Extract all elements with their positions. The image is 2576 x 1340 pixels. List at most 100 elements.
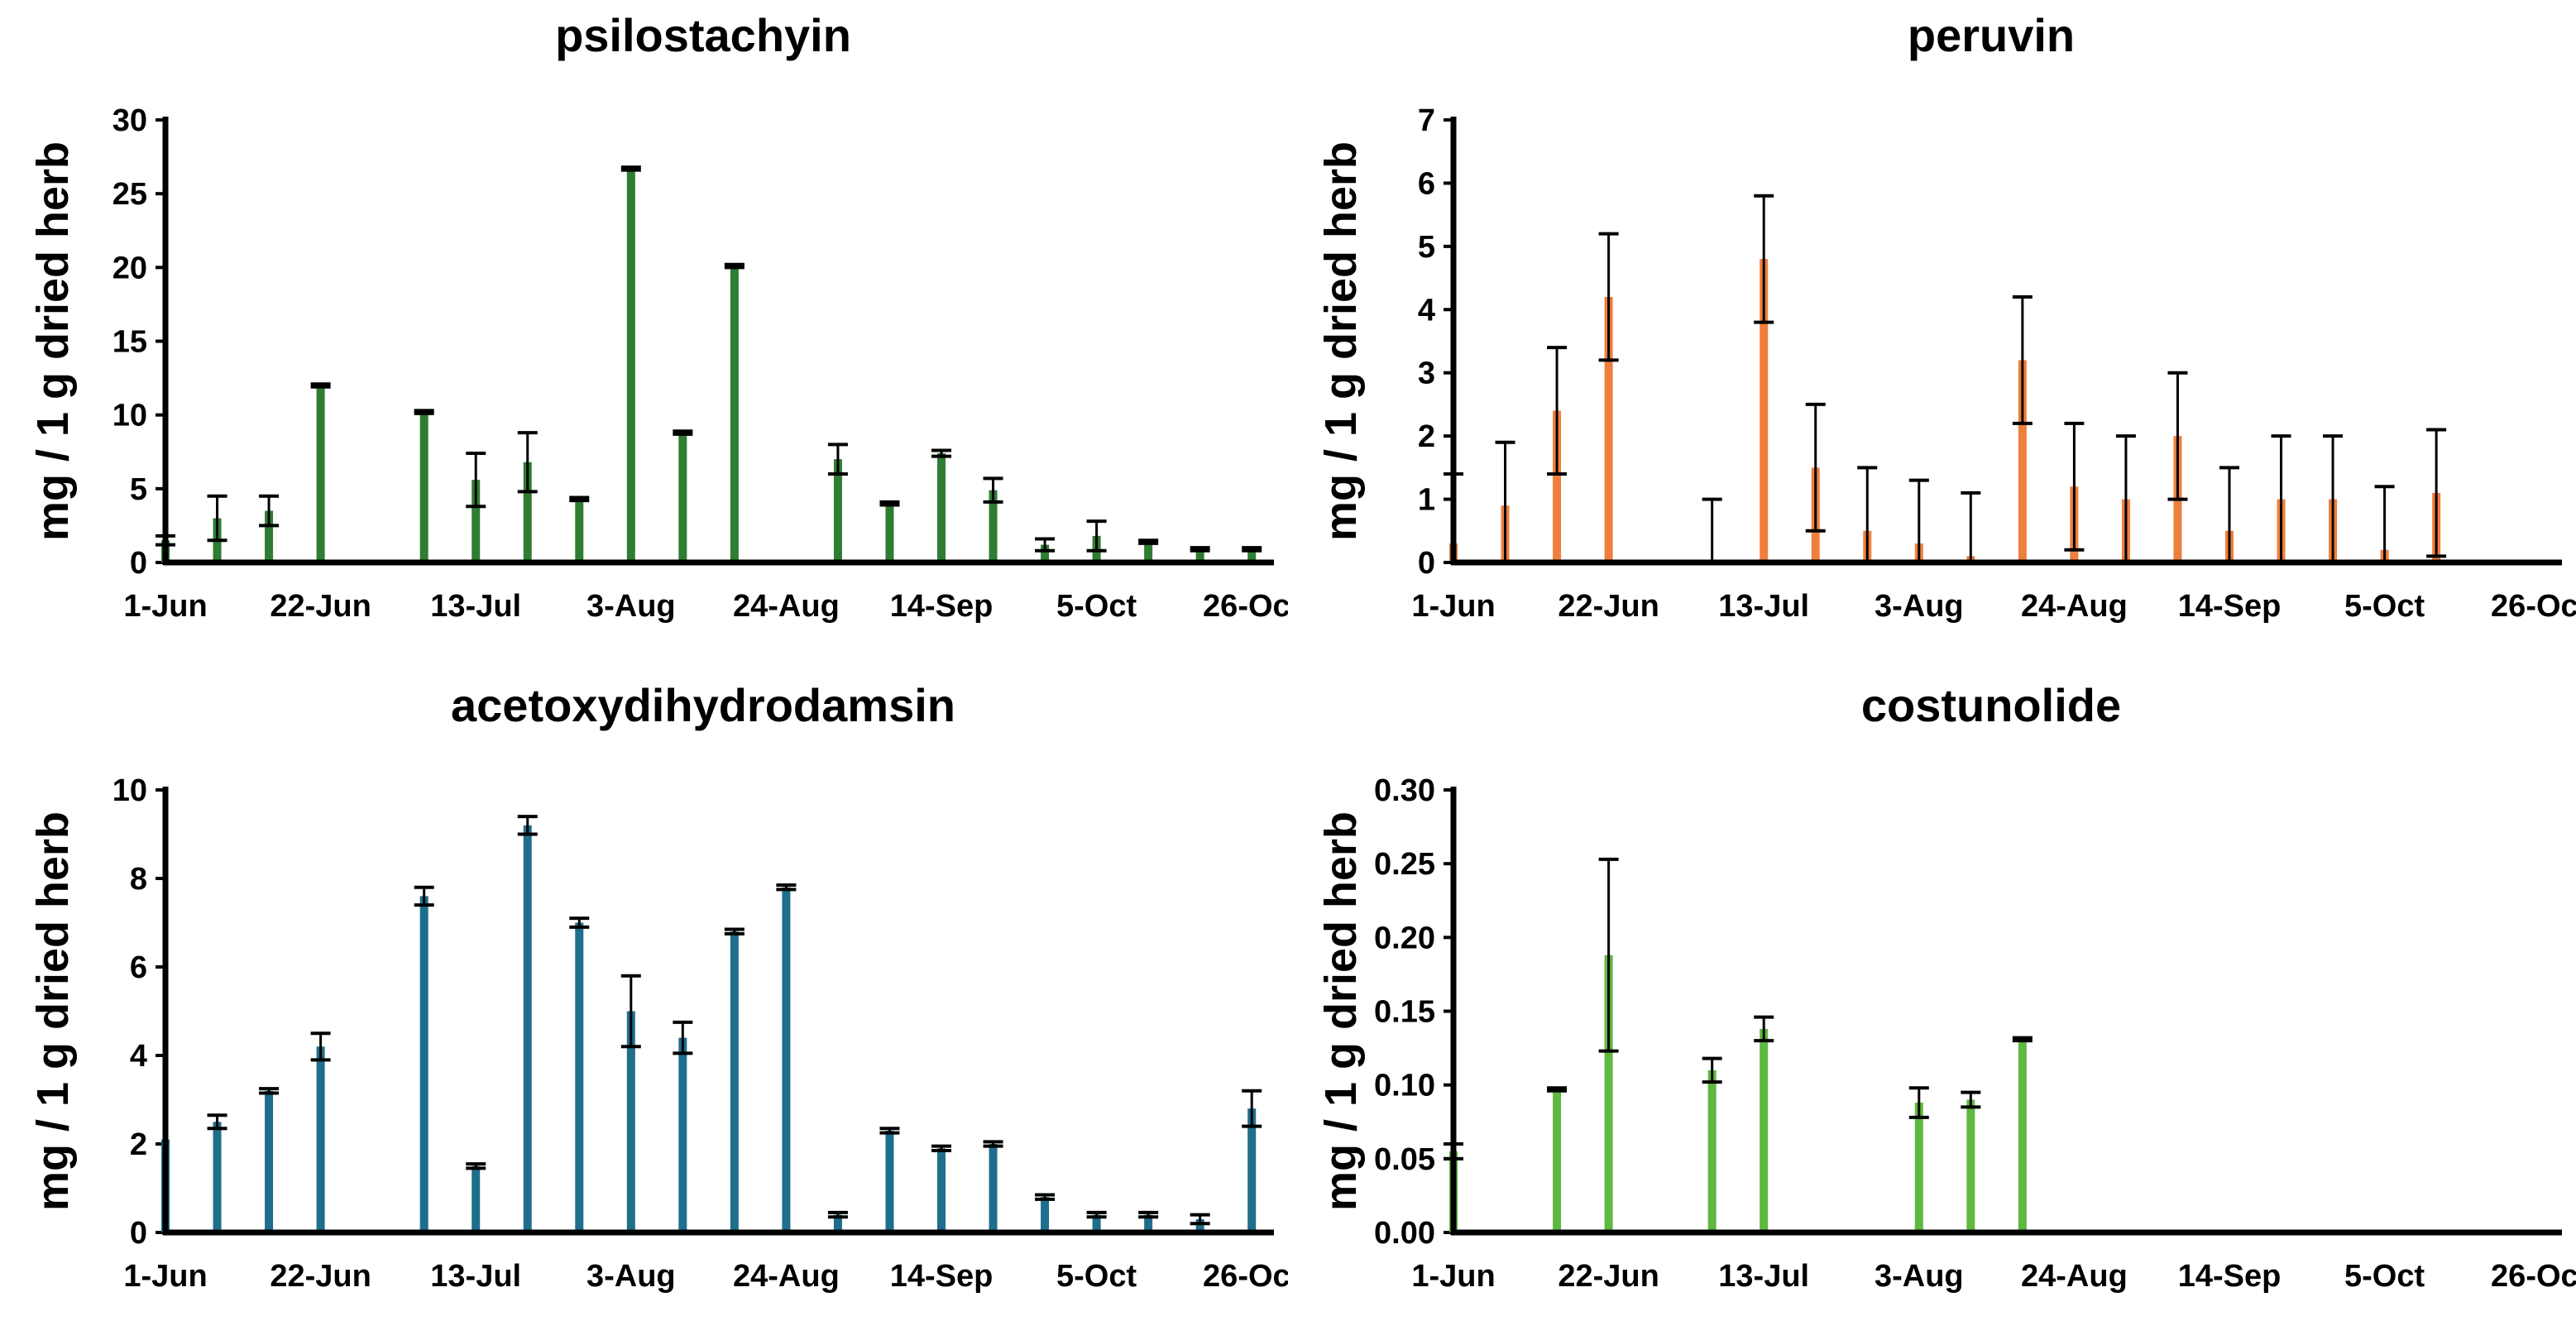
error-bar	[879, 1127, 900, 1135]
x-tick-label: 14-Sep	[2178, 1259, 2282, 1294]
error-bar	[1908, 478, 1929, 564]
chart-panel-psilostachyin: psilostachyin mg / 1 g dried herb 0 5 10 15 20…	[0, 0, 1288, 670]
bar	[678, 433, 687, 562]
x-tick-label: 26-Oct	[1203, 1259, 1288, 1294]
error-bar	[724, 262, 745, 270]
y-axis-label: mg / 1 g dried herb	[28, 141, 78, 541]
y-tick-label: 10	[113, 399, 147, 433]
error-bar	[1598, 232, 1619, 362]
error-bar	[569, 495, 590, 503]
y-tick-label: 0.15	[1374, 995, 1435, 1030]
error-bar	[2426, 428, 2447, 558]
x-tick-label: 5-Oct	[1056, 589, 1137, 624]
bar	[523, 825, 532, 1232]
bar	[1195, 1218, 1204, 1232]
x-tick-label: 5-Oct	[2344, 589, 2425, 624]
y-tick-label: 4	[1418, 293, 1435, 328]
bar	[265, 1090, 274, 1232]
y-axis-label: mg / 1 g dried herb	[1316, 811, 1366, 1211]
error-bar	[2271, 434, 2291, 564]
bar	[989, 1144, 998, 1232]
y-tick-label: 30	[113, 103, 147, 138]
bar	[989, 490, 998, 562]
bar	[1041, 1197, 1050, 1232]
bar	[1092, 1214, 1101, 1232]
y-tick-label: 0	[1418, 546, 1435, 581]
bar	[575, 499, 584, 562]
error-bar	[983, 476, 1003, 504]
error-bar	[1857, 466, 1878, 564]
error-bar	[2374, 485, 2395, 564]
x-tick-label: 14-Sep	[2178, 589, 2282, 624]
error-bar	[2219, 466, 2239, 564]
y-tick-label: 5	[1418, 230, 1435, 265]
error-bar	[1035, 1193, 1056, 1201]
error-bar	[827, 443, 848, 476]
error-bar	[1547, 346, 1568, 476]
error-bar	[1190, 546, 1210, 553]
error-bar	[1961, 491, 1981, 564]
bar	[1144, 542, 1153, 562]
bar	[833, 459, 842, 562]
y-tick-label: 7	[1418, 103, 1435, 138]
error-bar	[466, 1162, 486, 1170]
x-tick-label: 1-Jun	[123, 1259, 207, 1294]
y-tick-label: 0.10	[1374, 1069, 1435, 1103]
error-bar	[776, 883, 797, 892]
error-bar	[673, 429, 693, 436]
error-bar	[1754, 194, 1774, 324]
y-tick-label: 3	[1418, 357, 1435, 391]
x-tick-label: 22-Jun	[270, 589, 371, 624]
y-tick-label: 0	[130, 1216, 147, 1251]
bar	[316, 1046, 325, 1232]
chart-panel-costunolide: costunolide mg / 1 g dried herb 0.00 0.05 0.…	[1288, 670, 2576, 1340]
bar	[2018, 1039, 2027, 1232]
error-bar	[207, 1113, 227, 1131]
chart-title: acetoxydihydrodamsin	[451, 679, 955, 731]
x-tick-label: 3-Aug	[587, 1259, 676, 1294]
y-axis-label: mg / 1 g dried herb	[1316, 141, 1366, 541]
y-tick-label: 4	[130, 1039, 147, 1074]
error-bar	[414, 409, 434, 415]
error-bar	[1242, 546, 1262, 553]
error-bar	[310, 1031, 331, 1062]
x-tick-label: 13-Jul	[430, 1259, 521, 1294]
bar	[833, 1214, 842, 1232]
x-tick-label: 5-Oct	[1056, 1259, 1137, 1294]
chart-title: psilostachyin	[555, 9, 851, 61]
error-bar	[1086, 519, 1107, 553]
y-tick-label: 0.05	[1374, 1142, 1435, 1177]
bar	[1144, 1214, 1153, 1232]
error-bar	[259, 494, 280, 528]
error-bar	[2115, 434, 2136, 564]
x-tick-label: 22-Jun	[1558, 1259, 1659, 1294]
error-bar	[827, 1210, 848, 1219]
error-bar	[259, 1087, 280, 1095]
bar	[937, 453, 946, 562]
chart-svg: acetoxydihydrodamsin mg / 1 g dried herb 0…	[28, 679, 1288, 1294]
y-tick-label: 25	[113, 177, 147, 212]
y-tick-label: 0.25	[1374, 847, 1435, 882]
error-bar	[673, 1020, 693, 1055]
error-bar	[1961, 1090, 1981, 1109]
x-tick-label: 26-Oct	[1203, 589, 1288, 624]
bar	[1760, 259, 1769, 562]
error-bar	[569, 916, 590, 929]
y-tick-label: 10	[113, 773, 147, 808]
x-tick-label: 26-Oct	[2491, 1259, 2576, 1294]
bar	[1195, 548, 1204, 562]
x-tick-label: 3-Aug	[1875, 1259, 1964, 1294]
error-bar	[517, 815, 538, 836]
error-bar	[1908, 1086, 1929, 1119]
error-bar	[2064, 421, 2085, 552]
x-tick-label: 3-Aug	[1875, 589, 1964, 624]
error-bar	[414, 885, 434, 907]
chart-panel-acetoxydihydrodamsin: acetoxydihydrodamsin mg / 1 g dried herb 0…	[0, 670, 1288, 1340]
chart-title: peruvin	[1908, 9, 2075, 61]
bar	[472, 1165, 481, 1232]
x-tick-label: 14-Sep	[890, 589, 994, 624]
bar	[213, 1122, 222, 1232]
error-bar	[724, 927, 745, 936]
bar	[1966, 1099, 1975, 1232]
x-tick-label: 1-Jun	[1411, 1259, 1495, 1294]
